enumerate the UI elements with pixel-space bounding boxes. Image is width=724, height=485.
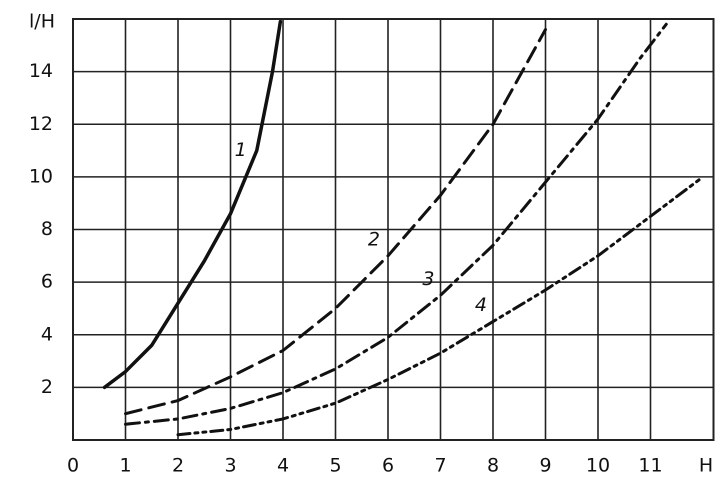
x-tick-label: 11 [638,455,662,477]
x-tick-label: 8 [487,455,499,477]
x-tick-label: 9 [539,455,551,477]
x-tick-label: 7 [434,455,446,477]
x-tick-label: 10 [586,455,610,477]
y-tick-label: 4 [41,323,53,345]
curve [124,22,668,426]
curve-label: 4 [475,294,487,316]
y-axis-label: l/H [29,11,55,33]
x-tick-label: 2 [172,455,184,477]
y-tick-label: 14 [29,60,53,82]
y-tick-label: 10 [29,165,53,187]
curve-label: 1 [235,139,247,161]
y-tick-label: 8 [41,218,53,240]
curve-label: 2 [368,228,380,250]
x-tick-label: 0 [67,455,79,477]
y-tick-label: 6 [41,271,53,293]
y-tick-label: 2 [41,376,53,398]
x-tick-label: 4 [277,455,289,477]
x-tick-label: 6 [382,455,394,477]
curve [124,28,547,416]
curve [176,175,705,437]
curve-label: 3 [422,268,434,290]
x-tick-label: 5 [329,455,341,477]
x-tick-label: 1 [119,455,131,477]
x-axis-label: H [699,455,713,477]
curve [102,19,283,390]
x-tick-label: 3 [224,455,236,477]
y-tick-label: 12 [29,113,53,135]
